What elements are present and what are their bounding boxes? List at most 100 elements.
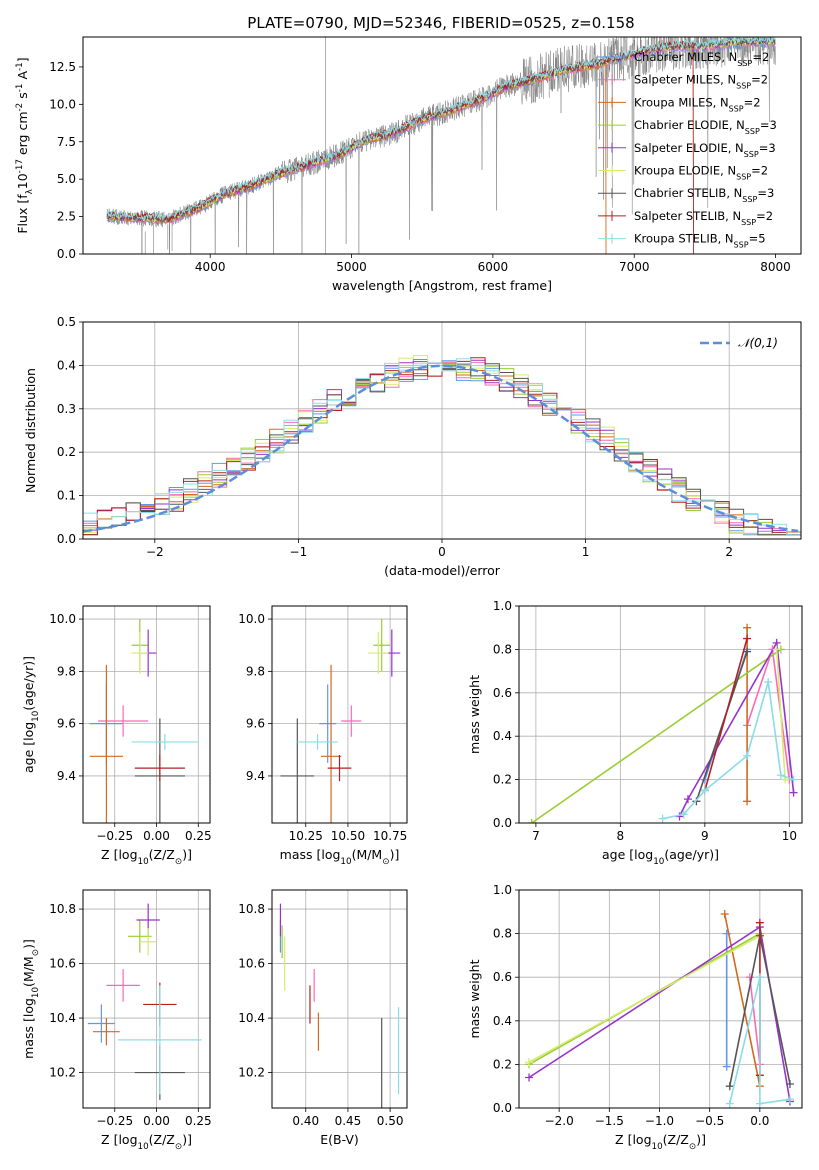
- weight-point: [722, 1062, 731, 1071]
- x-tick-label: 4000: [195, 260, 226, 274]
- axes-frame: [271, 889, 408, 1109]
- axes-frame: [518, 605, 803, 824]
- weight-series-kroupa-miles: [743, 623, 752, 806]
- spectrum-legend: Chabrier MILES, NSSP=2 Salpeter MILES, NS…: [598, 50, 777, 249]
- y-tick-label: 10.0: [238, 612, 265, 626]
- weight-point: [789, 788, 798, 797]
- y-tick-label: 10.0: [49, 97, 76, 111]
- weight-series-chabrier-stelib: [692, 647, 752, 806]
- errorbar-salpeter-miles: [341, 705, 362, 737]
- errorbar-salpeter-miles: [98, 705, 149, 737]
- panel-z-vs-mass: −0.25 0.00 0.25 10.2 10.4 10.6 10.8 Z [log10(Z/…: [21, 889, 212, 1152]
- weight-point: [755, 973, 764, 982]
- y-tick-label: 10.8: [49, 902, 76, 916]
- panel-mass-vs-age: 10.25 10.50 10.75 9.4 9.6 9.8 10.0 mass [log10(…: [238, 605, 408, 867]
- errorbar-salpeter-stelib: [134, 755, 185, 782]
- z-vs-age-grid: [83, 606, 210, 823]
- weight-point: [679, 810, 688, 819]
- y-axis-label: mass [log10(M/M⊙)]: [21, 939, 41, 1059]
- x-tick-label: 0.50: [377, 1114, 404, 1128]
- y-tick-label: 0.4: [493, 1014, 512, 1028]
- panel-residuals: −2 −1 0 1 2 0.0 0.1 0.2 0.3 0.4 0.5 (data-model)/er…: [23, 315, 802, 578]
- legend-label-chabrier-stelib: Chabrier STELIB, NSSP=3: [634, 186, 774, 204]
- weight-point: [658, 814, 667, 823]
- x-tick-label: 5000: [336, 260, 367, 274]
- x-tick-label: 0: [438, 545, 446, 559]
- x-axis-label: Z [log10(Z/Z⊙)]: [615, 1132, 706, 1152]
- x-tick-label: 10.75: [373, 829, 407, 843]
- y-tick-label: 0.8: [493, 642, 512, 656]
- weight-line: [749, 977, 761, 1065]
- weight-point: [755, 1099, 764, 1108]
- y-tick-label: 10.6: [49, 957, 76, 971]
- weight-point: [743, 634, 752, 643]
- errorbar-kroupa-miles: [89, 664, 124, 823]
- axes-frame: [82, 605, 211, 824]
- weight-line: [723, 913, 761, 1087]
- z-vs-mass-grid: [83, 890, 210, 1108]
- y-tick-label: 0.0: [57, 532, 76, 546]
- weight-point: [700, 786, 709, 795]
- errorbar-chabrier-elodie: [373, 619, 391, 672]
- x-tick-label: 6000: [478, 260, 509, 274]
- y-tick-label: 5.0: [57, 172, 76, 186]
- weight-series-salpeter-elodie: [675, 638, 798, 821]
- weight-point: [776, 771, 785, 780]
- y-axis-label: Normed distribution: [23, 368, 38, 493]
- legend-label-salpeter-miles: Salpeter MILES, NSSP=2: [634, 73, 768, 91]
- y-tick-label: 7.5: [57, 135, 76, 149]
- y-axis-label: mass weight: [467, 675, 482, 754]
- weight-line: [528, 935, 761, 1063]
- weight-point: [743, 797, 752, 806]
- errorbar-kroupa-elodie: [368, 632, 389, 674]
- axes-frame: [518, 889, 803, 1109]
- axes-frame: [271, 605, 408, 824]
- y-tick-label: 9.6: [246, 717, 265, 731]
- y-tick-label: 0.4: [493, 729, 512, 743]
- x-tick-label: 0.00: [143, 829, 170, 843]
- y-tick-label: 1.0: [493, 883, 512, 897]
- normal-distribution-curve: [83, 364, 799, 533]
- legend-label-chabrier-elodie: Chabrier ELODIE, NSSP=3: [634, 118, 777, 136]
- y-tick-label: 10.4: [49, 1011, 76, 1025]
- x-axis-label: Z [log10(Z/Z⊙)]: [101, 1132, 192, 1152]
- x-tick-label: 2: [725, 545, 733, 559]
- x-tick-label: 10: [782, 829, 797, 843]
- errorbar-kroupa-miles: [93, 1018, 120, 1046]
- errorbar-kroupa-miles: [320, 664, 342, 823]
- y-tick-label: 0.6: [493, 970, 512, 984]
- legend-label-salpeter-stelib: Salpeter STELIB, NSSP=2: [634, 209, 773, 227]
- weight-series-kroupa-stelib: [725, 973, 794, 1108]
- y-tick-label: 0.3: [57, 402, 76, 416]
- weight-line: [531, 648, 782, 823]
- x-axis-label: mass [log10(M/M⊙)]: [280, 847, 400, 867]
- x-tick-label: 9: [701, 829, 709, 843]
- weight-point: [785, 1095, 794, 1104]
- errorbar-kroupa-stelib: [118, 985, 202, 1095]
- weight-line: [678, 640, 795, 817]
- x-tick-label: −2.0: [545, 1114, 574, 1128]
- y-tick-label: 0.4: [57, 358, 76, 372]
- weight-point: [745, 973, 754, 982]
- weight-series-kroupa-stelib: [658, 677, 798, 823]
- y-tick-label: 10.2: [49, 1066, 76, 1080]
- y-tick-label: 0.0: [493, 816, 512, 830]
- y-tick-label: 0.5: [57, 315, 76, 329]
- legend-label-normal: 𝒩(0,1): [738, 336, 778, 350]
- legend-label-salpeter-elodie: Salpeter ELODIE, NSSP=3: [634, 141, 776, 159]
- x-tick-label: 0.40: [292, 1114, 319, 1128]
- figure-title: PLATE=0790, MJD=52346, FIBERID=0525, z=0…: [247, 14, 634, 32]
- y-tick-label: 0.2: [493, 773, 512, 787]
- y-tick-label: 10.8: [238, 902, 265, 916]
- weight-point: [743, 751, 752, 760]
- x-axis-label: age [log10(age/yr)]: [602, 847, 719, 867]
- ebv-vs-mass-plot-area: [279, 903, 400, 1108]
- x-tick-label: −1.0: [645, 1114, 674, 1128]
- residuals-grid: [83, 321, 801, 540]
- mass-vs-age-plot-area: [280, 619, 401, 823]
- x-tick-label: 10.50: [331, 829, 365, 843]
- weight-series-salpeter-miles: [743, 645, 794, 784]
- weight-point: [527, 819, 536, 823]
- weight-point: [525, 1073, 534, 1082]
